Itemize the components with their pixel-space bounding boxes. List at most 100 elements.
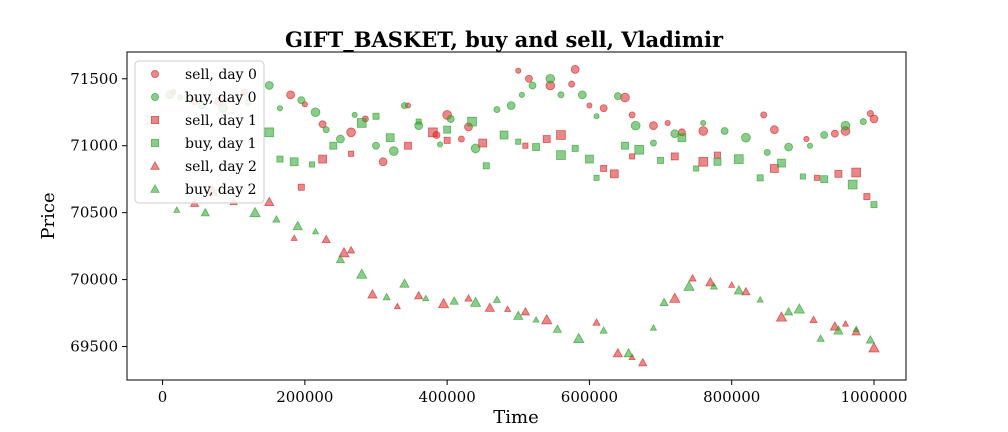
data-point-square (734, 154, 744, 164)
data-point-triangle (484, 302, 496, 312)
data-point-triangle (520, 306, 531, 316)
data-point-circle (586, 102, 593, 109)
data-point-triangle (783, 306, 794, 316)
data-point-square (634, 144, 645, 155)
data-point-circle (820, 131, 829, 139)
data-point-circle (568, 80, 576, 88)
data-point-square (404, 141, 412, 150)
data-point-triangle (540, 313, 553, 325)
data-point-triangle (335, 254, 346, 264)
data-point-circle (803, 136, 810, 143)
data-point-triangle (449, 296, 459, 305)
data-point-square (522, 142, 529, 149)
data-point-triangle (492, 295, 502, 303)
data-point-circle (577, 90, 587, 100)
data-point-circle (470, 143, 481, 154)
data-point-triangle (311, 227, 320, 235)
data-point-circle (620, 92, 630, 103)
x-tick-label: 200000 (276, 388, 333, 406)
data-point-triangle (816, 334, 825, 342)
data-point-square (542, 135, 551, 143)
chart-title: GIFT_BASKET, buy and sell, Vladimir (285, 27, 724, 52)
data-point-circle (545, 73, 556, 84)
data-point-circle (830, 129, 839, 138)
data-point-square (593, 174, 600, 181)
data-point-square (532, 143, 540, 151)
data-point-square (348, 150, 355, 157)
data-point-triangle (382, 292, 391, 301)
data-point-triangle (683, 280, 695, 291)
data-point-circle (310, 107, 321, 118)
data-point-circle (336, 134, 345, 144)
x-axis-label: Time (493, 407, 538, 428)
data-point-circle (264, 81, 274, 90)
data-point-circle (649, 121, 658, 130)
data-point-triangle (422, 294, 430, 302)
legend-marker-circle (150, 70, 159, 79)
y-tick-label: 70000 (70, 271, 118, 289)
data-point-triangle (367, 288, 378, 299)
data-point-circle (351, 111, 358, 118)
data-point-square (515, 138, 522, 145)
data-point-triangle (669, 292, 681, 303)
data-point-triangle (756, 295, 764, 303)
data-point-circle (760, 111, 768, 119)
data-point-square (443, 125, 452, 134)
data-point-circle (286, 90, 295, 100)
legend-label: sell, day 2 (185, 159, 257, 175)
data-point-triangle (437, 297, 450, 309)
data-point-circle (770, 125, 779, 134)
data-point-triangle (775, 311, 788, 322)
data-point-square (556, 150, 566, 160)
data-point-circle (297, 96, 306, 105)
data-point-circle (401, 102, 408, 110)
data-point-circle (528, 81, 537, 90)
data-point-triangle (865, 334, 876, 344)
data-point-triangle (599, 326, 608, 334)
data-point-triangle (612, 347, 624, 358)
data-point-square (713, 157, 722, 166)
data-point-square (276, 155, 284, 163)
data-point-triangle (321, 234, 331, 244)
data-point-circle (869, 114, 879, 124)
data-point-square (499, 130, 509, 140)
data-point-circle (628, 111, 636, 119)
legend: sell, day 0 buy, day 0 sell, day 1 buy, day… (134, 60, 265, 204)
data-point-square (657, 156, 665, 164)
data-point-square (467, 116, 477, 127)
data-point-circle (515, 67, 522, 74)
data-point-circle (784, 142, 793, 152)
data-point-square (714, 151, 721, 159)
data-point-triangle (356, 268, 368, 279)
x-axis-ticks: 0 200000 400000 600000 800000 1000000 (158, 380, 907, 406)
data-point-circle (457, 135, 465, 143)
data-point-square (693, 165, 700, 172)
data-point-circle (346, 127, 356, 138)
data-point-square (264, 127, 275, 138)
data-point-square (870, 201, 878, 209)
data-point-circle (593, 113, 600, 120)
legend-label: sell, day 1 (185, 113, 257, 129)
data-point-square (571, 144, 579, 152)
x-tick-label: 400000 (419, 388, 476, 406)
data-point-triangle (659, 297, 669, 306)
y-tick-label: 70500 (70, 204, 118, 222)
data-point-square (308, 161, 315, 168)
data-point-triangle (464, 294, 473, 302)
data-point-triangle (503, 305, 512, 312)
data-point-triangle (809, 315, 818, 323)
data-point-triangle (649, 323, 658, 331)
data-point-square (621, 141, 629, 150)
data-point-triangle (469, 296, 482, 307)
data-point-square (799, 173, 806, 180)
data-point-square (356, 118, 367, 128)
data-point-circle (437, 141, 444, 148)
data-point-circle (720, 127, 729, 135)
data-point-circle (493, 106, 501, 114)
data-point-circle (570, 65, 580, 74)
y-axis-ticks: 69500 70000 70500 71000 71500 (70, 70, 127, 356)
data-point-triangle (532, 315, 540, 323)
data-point-triangle (705, 276, 716, 287)
data-point-triangle (290, 234, 298, 241)
legend-marker-square (150, 138, 159, 147)
